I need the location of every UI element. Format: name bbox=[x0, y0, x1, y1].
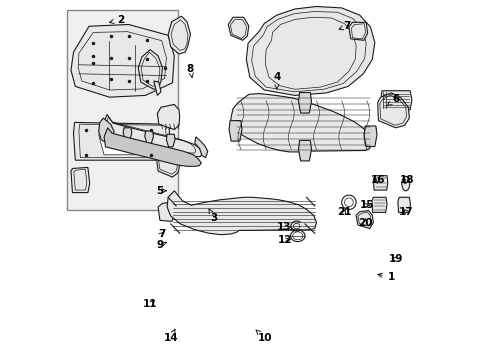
Polygon shape bbox=[153, 81, 161, 95]
Text: 19: 19 bbox=[388, 254, 402, 264]
Text: 18: 18 bbox=[399, 175, 414, 185]
Text: 20: 20 bbox=[358, 218, 372, 228]
Text: 7: 7 bbox=[158, 229, 165, 239]
Text: 17: 17 bbox=[398, 207, 413, 217]
Text: 10: 10 bbox=[256, 330, 272, 343]
Text: 5: 5 bbox=[156, 186, 166, 196]
Text: 12: 12 bbox=[278, 235, 292, 246]
Polygon shape bbox=[71, 24, 174, 97]
Polygon shape bbox=[158, 202, 174, 221]
Polygon shape bbox=[373, 176, 387, 190]
Polygon shape bbox=[397, 197, 409, 212]
Polygon shape bbox=[298, 140, 311, 161]
Text: 2: 2 bbox=[109, 15, 123, 25]
Polygon shape bbox=[123, 128, 132, 140]
Polygon shape bbox=[144, 131, 153, 144]
Polygon shape bbox=[71, 167, 89, 193]
Text: 16: 16 bbox=[370, 175, 384, 185]
Polygon shape bbox=[298, 93, 311, 113]
Polygon shape bbox=[348, 22, 367, 40]
Polygon shape bbox=[230, 94, 371, 152]
Polygon shape bbox=[73, 122, 170, 160]
Polygon shape bbox=[168, 16, 190, 54]
Polygon shape bbox=[381, 91, 411, 110]
Polygon shape bbox=[194, 137, 207, 158]
Text: 6: 6 bbox=[386, 94, 399, 106]
Text: 1: 1 bbox=[377, 272, 394, 282]
Bar bbox=[67, 10, 178, 210]
Text: 15: 15 bbox=[359, 200, 373, 210]
Polygon shape bbox=[355, 211, 373, 229]
Polygon shape bbox=[103, 114, 202, 157]
Polygon shape bbox=[371, 197, 386, 212]
Text: 9: 9 bbox=[156, 240, 166, 250]
Polygon shape bbox=[228, 121, 242, 141]
Polygon shape bbox=[157, 104, 179, 130]
Text: 11: 11 bbox=[142, 299, 157, 309]
Polygon shape bbox=[228, 17, 248, 40]
Text: 8: 8 bbox=[186, 64, 194, 77]
Text: 7: 7 bbox=[338, 21, 350, 31]
Polygon shape bbox=[166, 134, 175, 147]
Text: 3: 3 bbox=[208, 209, 217, 223]
Text: 13: 13 bbox=[276, 222, 293, 232]
Polygon shape bbox=[104, 128, 201, 166]
Polygon shape bbox=[99, 129, 136, 155]
Polygon shape bbox=[363, 126, 376, 147]
Text: 4: 4 bbox=[273, 72, 280, 89]
Polygon shape bbox=[377, 93, 408, 128]
Polygon shape bbox=[167, 191, 316, 235]
Ellipse shape bbox=[401, 176, 409, 191]
Polygon shape bbox=[246, 6, 374, 95]
Polygon shape bbox=[138, 50, 162, 89]
Polygon shape bbox=[156, 149, 179, 177]
Text: 21: 21 bbox=[336, 207, 351, 217]
Polygon shape bbox=[99, 118, 114, 143]
Text: 14: 14 bbox=[163, 329, 178, 343]
